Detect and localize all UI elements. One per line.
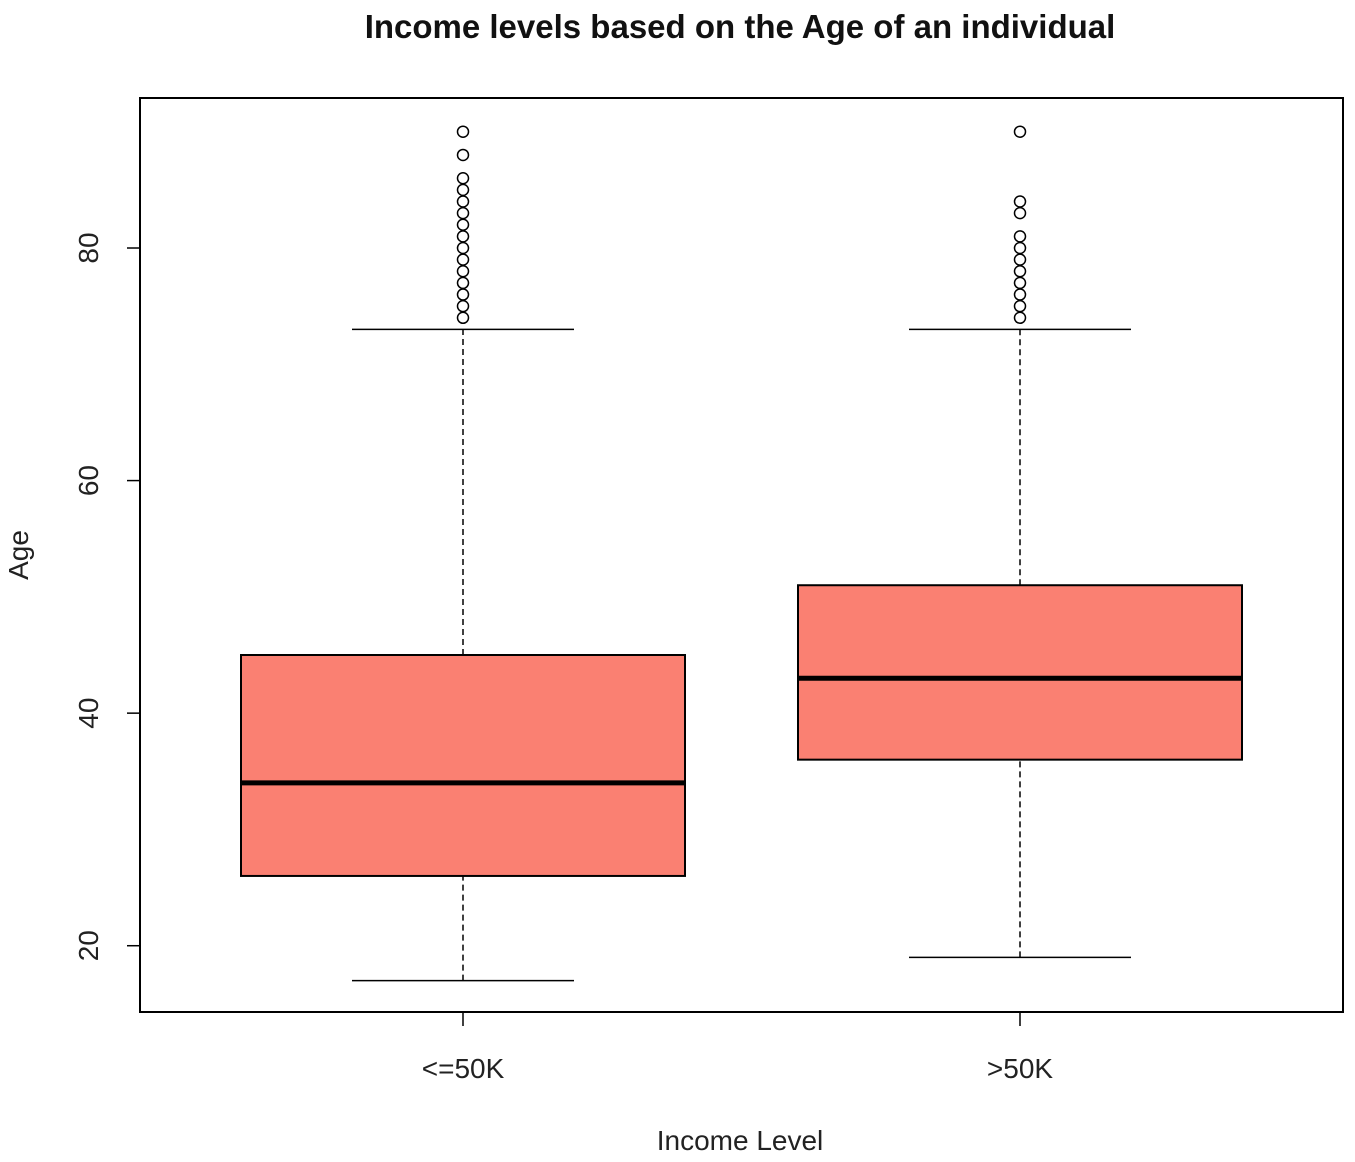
outlier-point <box>456 241 470 255</box>
x-axis-label: Income Level <box>657 1125 824 1156</box>
outlier-point <box>456 299 470 313</box>
outlier-point <box>456 195 470 208</box>
outlier-point <box>456 218 470 232</box>
outlier-point <box>456 171 470 185</box>
y-tick-label: 40 <box>73 698 104 729</box>
boxes-layer <box>240 125 1243 982</box>
x-axis: <=50K >50K <box>422 1011 1053 1084</box>
outlier-point <box>1013 241 1027 255</box>
outlier-point <box>1013 195 1027 208</box>
box-group <box>240 125 686 982</box>
outlier-point <box>1013 125 1027 138</box>
outlier-point <box>456 183 470 197</box>
outlier-point <box>456 288 470 301</box>
outlier-point <box>456 311 470 325</box>
outlier-point <box>1013 299 1027 313</box>
x-tick-label: <=50K <box>422 1053 505 1084</box>
y-axis-label: Age <box>3 530 34 580</box>
outlier-point <box>456 253 470 266</box>
outlier-point <box>456 265 470 278</box>
iqr-box <box>240 654 686 877</box>
outlier-point <box>1013 276 1027 290</box>
outlier-point <box>1013 206 1027 220</box>
outlier-point <box>456 206 470 220</box>
outlier-point <box>1013 265 1027 278</box>
y-tick-label: 60 <box>73 465 104 496</box>
y-tick-label: 80 <box>73 232 104 263</box>
outlier-point <box>456 148 470 162</box>
y-axis: 20 40 60 80 <box>73 232 141 961</box>
chart-title: Income levels based on the Age of an ind… <box>365 8 1116 45</box>
outlier-point <box>1013 253 1027 266</box>
box-group <box>797 125 1243 959</box>
x-tick-label: >50K <box>987 1053 1053 1084</box>
outlier-point <box>456 125 470 138</box>
outlier-point <box>1013 230 1027 243</box>
outlier-point <box>1013 288 1027 301</box>
iqr-box <box>797 584 1243 761</box>
outlier-point <box>456 276 470 290</box>
y-tick-label: 20 <box>73 930 104 961</box>
outlier-point <box>456 230 470 243</box>
outlier-point <box>1013 311 1027 325</box>
